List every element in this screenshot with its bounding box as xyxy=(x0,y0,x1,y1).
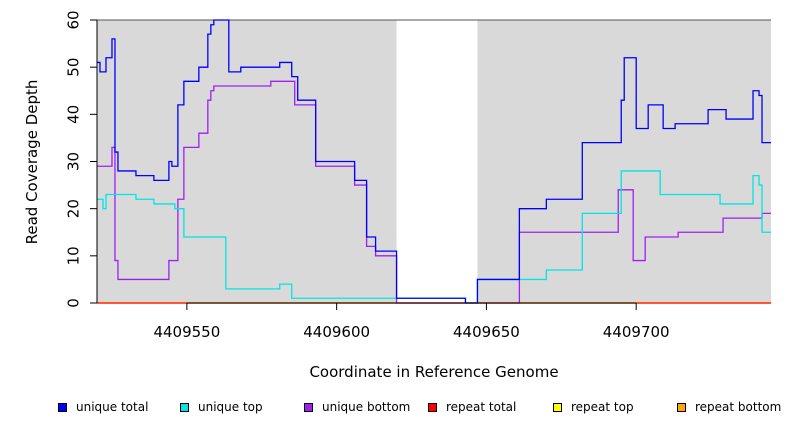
legend-swatch xyxy=(677,402,686,412)
legend-item-unique-total: unique total xyxy=(58,400,148,414)
x-tick-label-4409700: 4409700 xyxy=(603,323,670,341)
y-tick-label-0: 0 xyxy=(65,298,83,308)
legend-label: unique top xyxy=(198,400,263,414)
y-tick-label-10: 10 xyxy=(65,246,83,265)
legend-label: repeat bottom xyxy=(695,400,782,414)
legend-item-unique-top: unique top xyxy=(180,400,263,414)
series-unique-total xyxy=(97,19,771,304)
series-unique-bottom xyxy=(97,80,771,304)
legend-label: repeat total xyxy=(446,400,517,414)
legend-label: unique bottom xyxy=(322,400,411,414)
legend-label: unique total xyxy=(76,400,149,414)
legend-swatch xyxy=(180,402,189,412)
legend-swatch xyxy=(304,402,313,412)
y-tick-label-50: 50 xyxy=(65,58,83,77)
legend-label: repeat top xyxy=(571,400,634,414)
shaded-regions xyxy=(97,20,771,303)
legend-item-repeat-top: repeat top xyxy=(553,400,634,414)
x-axis-title: Coordinate in Reference Genome xyxy=(309,363,558,381)
legend-swatch xyxy=(58,402,67,412)
y-tick-label-40: 40 xyxy=(65,105,83,124)
legend: unique total unique top unique bottom repea… xyxy=(0,400,792,418)
y-tick-label-60: 60 xyxy=(65,10,83,29)
y-tick-label-30: 30 xyxy=(65,152,83,171)
x-axis: 4409550 4409600 4409650 4409700 xyxy=(153,302,670,341)
x-tick-label-4409600: 4409600 xyxy=(303,323,370,341)
legend-item-unique-bottom: unique bottom xyxy=(304,400,410,414)
coverage-chart: 0 10 20 30 40 50 60 4409550 4409600 4409650 44097… xyxy=(23,10,771,381)
x-tick-label-4409650: 4409650 xyxy=(453,323,520,341)
legend-item-repeat-total: repeat total xyxy=(428,400,516,414)
y-axis-title: Read Coverage Depth xyxy=(23,80,41,245)
y-tick-label-20: 20 xyxy=(65,199,83,218)
legend-item-repeat-bottom: repeat bottom xyxy=(677,400,781,414)
legend-swatch xyxy=(553,402,562,412)
y-axis: 0 10 20 30 40 50 60 xyxy=(65,10,98,308)
legend-swatch xyxy=(428,402,437,412)
x-tick-label-4409550: 4409550 xyxy=(153,323,220,341)
